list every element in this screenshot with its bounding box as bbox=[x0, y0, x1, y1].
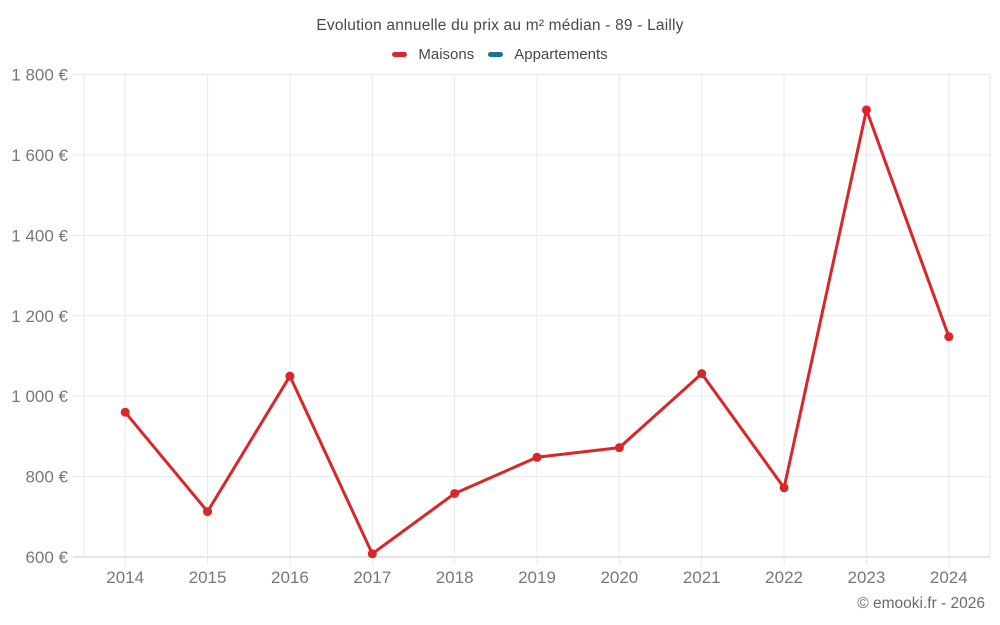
data-point-maisons[interactable] bbox=[779, 483, 789, 493]
legend-label-appartements: Appartements bbox=[514, 46, 608, 63]
x-tick-label: 2017 bbox=[353, 568, 391, 587]
data-point-maisons[interactable] bbox=[861, 105, 871, 115]
legend-label-maisons: Maisons bbox=[418, 46, 475, 63]
data-point-maisons[interactable] bbox=[944, 332, 954, 342]
y-tick-label: 600 € bbox=[25, 548, 68, 567]
y-tick-label: 1 200 € bbox=[11, 307, 68, 326]
x-tick-label: 2016 bbox=[271, 568, 309, 587]
x-tick-label: 2018 bbox=[436, 568, 474, 587]
x-tick-label: 2022 bbox=[765, 568, 803, 587]
x-tick-label: 2021 bbox=[683, 568, 721, 587]
data-point-maisons[interactable] bbox=[532, 452, 542, 462]
data-point-maisons[interactable] bbox=[367, 549, 377, 559]
data-point-maisons[interactable] bbox=[450, 488, 460, 498]
y-tick-label: 1 000 € bbox=[11, 387, 68, 406]
x-tick-label: 2020 bbox=[600, 568, 638, 587]
x-tick-label: 2015 bbox=[189, 568, 227, 587]
data-point-maisons[interactable] bbox=[285, 371, 295, 381]
data-point-maisons[interactable] bbox=[614, 443, 624, 453]
maisons-series-swatch-icon bbox=[392, 52, 408, 57]
y-tick-label: 800 € bbox=[25, 468, 68, 487]
y-tick-label: 1 800 € bbox=[11, 66, 68, 85]
chart-title: Evolution annuelle du prix au m² médian … bbox=[316, 17, 684, 34]
data-point-maisons[interactable] bbox=[120, 407, 130, 417]
data-point-maisons[interactable] bbox=[203, 507, 213, 517]
x-tick-label: 2024 bbox=[930, 568, 968, 587]
legend-item-appartements[interactable]: Appartements bbox=[488, 46, 608, 63]
x-tick-label: 2019 bbox=[518, 568, 556, 587]
x-tick-label: 2023 bbox=[848, 568, 886, 587]
copyright-text: © emooki.fr - 2026 bbox=[857, 595, 985, 612]
appartements-series-swatch-icon bbox=[488, 52, 504, 57]
y-tick-label: 1 600 € bbox=[11, 146, 68, 165]
x-tick-label: 2014 bbox=[106, 568, 144, 587]
legend-item-maisons[interactable]: Maisons bbox=[392, 46, 474, 63]
data-point-maisons[interactable] bbox=[697, 369, 707, 379]
chart-legend: Maisons Appartements bbox=[0, 46, 1000, 63]
y-tick-label: 1 400 € bbox=[11, 226, 68, 245]
